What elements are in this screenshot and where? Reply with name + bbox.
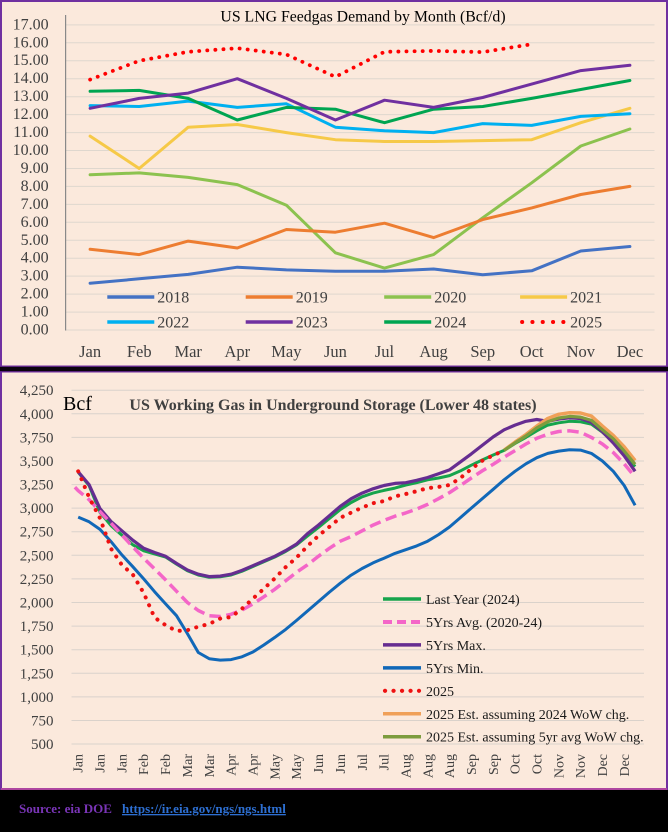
svg-text:Jan: Jan bbox=[72, 754, 87, 773]
svg-text:Apr: Apr bbox=[247, 754, 262, 776]
svg-text:6.00: 6.00 bbox=[21, 214, 49, 231]
svg-text:2018: 2018 bbox=[157, 290, 189, 307]
svg-text:Mar: Mar bbox=[203, 754, 218, 778]
svg-text:Aug: Aug bbox=[399, 754, 414, 778]
svg-text:16.00: 16.00 bbox=[13, 34, 49, 51]
svg-text:Mar: Mar bbox=[181, 754, 196, 778]
svg-text:2024: 2024 bbox=[434, 315, 466, 332]
svg-text:Source: eia DOE: Source: eia DOE bbox=[19, 801, 112, 816]
svg-text:5Yrs Max.: 5Yrs Max. bbox=[426, 639, 486, 654]
svg-text:11.00: 11.00 bbox=[13, 124, 48, 141]
svg-text:Dec: Dec bbox=[596, 754, 611, 777]
svg-text:Feb: Feb bbox=[137, 754, 152, 775]
svg-text:2025: 2025 bbox=[426, 685, 454, 700]
svg-text:2019: 2019 bbox=[296, 290, 328, 307]
svg-text:1,250: 1,250 bbox=[20, 666, 54, 682]
svg-text:2.00: 2.00 bbox=[21, 286, 49, 303]
svg-text:2022: 2022 bbox=[157, 315, 189, 332]
svg-text:3,000: 3,000 bbox=[20, 501, 54, 517]
svg-text:8.00: 8.00 bbox=[21, 178, 49, 195]
svg-text:3,250: 3,250 bbox=[20, 478, 54, 494]
svg-text:Sep: Sep bbox=[465, 754, 480, 775]
svg-text:Jan: Jan bbox=[94, 754, 109, 773]
svg-text:3.00: 3.00 bbox=[21, 268, 49, 285]
svg-text:2021: 2021 bbox=[570, 290, 602, 307]
svg-text:10.00: 10.00 bbox=[13, 142, 49, 159]
svg-text:500: 500 bbox=[31, 737, 54, 753]
svg-text:Jun: Jun bbox=[324, 342, 347, 361]
svg-text:Sep: Sep bbox=[487, 754, 502, 775]
svg-text:Nov: Nov bbox=[552, 754, 567, 778]
svg-text:May: May bbox=[268, 754, 283, 780]
svg-text:Jul: Jul bbox=[356, 754, 371, 770]
svg-text:2,500: 2,500 bbox=[20, 548, 54, 564]
svg-text:5.00: 5.00 bbox=[21, 232, 49, 249]
svg-text:Dec: Dec bbox=[617, 342, 644, 361]
svg-text:4,000: 4,000 bbox=[20, 407, 54, 423]
svg-text:Nov: Nov bbox=[567, 342, 596, 361]
svg-text:May: May bbox=[290, 754, 305, 780]
svg-text:Aug: Aug bbox=[443, 754, 458, 778]
svg-text:Aug: Aug bbox=[419, 342, 447, 361]
svg-text:9.00: 9.00 bbox=[21, 160, 49, 177]
svg-text:1.00: 1.00 bbox=[21, 304, 49, 321]
svg-text:2025: 2025 bbox=[570, 315, 602, 332]
svg-text:5Yrs Avg. (2020-24): 5Yrs Avg. (2020-24) bbox=[426, 616, 542, 631]
svg-text:Jan: Jan bbox=[115, 754, 130, 773]
svg-text:Nov: Nov bbox=[574, 754, 589, 778]
svg-text:4,250: 4,250 bbox=[20, 383, 54, 399]
svg-text:2,750: 2,750 bbox=[20, 525, 54, 541]
svg-text:2,250: 2,250 bbox=[20, 572, 54, 588]
svg-text:Oct: Oct bbox=[531, 754, 546, 774]
svg-text:15.00: 15.00 bbox=[13, 52, 49, 69]
svg-text:Apr: Apr bbox=[225, 754, 240, 776]
svg-text:May: May bbox=[271, 342, 302, 361]
svg-text:750: 750 bbox=[31, 714, 54, 730]
svg-text:US Working Gas in Underground: US Working Gas in Underground Storage (L… bbox=[129, 397, 536, 414]
svg-text:Jan: Jan bbox=[79, 342, 101, 361]
svg-text:7.00: 7.00 bbox=[21, 196, 49, 213]
svg-text:3,500: 3,500 bbox=[20, 454, 54, 470]
svg-text:Oct: Oct bbox=[520, 342, 544, 361]
svg-text:1,750: 1,750 bbox=[20, 619, 54, 635]
svg-text:Jun: Jun bbox=[334, 754, 349, 773]
svg-text:Sep: Sep bbox=[470, 342, 495, 361]
svg-text:Dec: Dec bbox=[618, 754, 633, 777]
svg-text:Oct: Oct bbox=[509, 754, 524, 774]
svg-text:Aug: Aug bbox=[421, 754, 436, 778]
svg-text:2020: 2020 bbox=[434, 290, 466, 307]
svg-text:2025 Est. assuming 5yr avg WoW: 2025 Est. assuming 5yr avg WoW chg. bbox=[426, 731, 644, 746]
svg-text:Jul: Jul bbox=[378, 754, 393, 770]
svg-text:12.00: 12.00 bbox=[13, 106, 49, 123]
svg-text:Apr: Apr bbox=[224, 342, 250, 361]
svg-text:2023: 2023 bbox=[296, 315, 328, 332]
svg-text:US LNG Feedgas Demand by Month: US LNG Feedgas Demand by Month (Bcf/d) bbox=[220, 9, 505, 26]
svg-text:Feb: Feb bbox=[127, 342, 152, 361]
svg-text:Mar: Mar bbox=[174, 342, 202, 361]
svg-text:Jul: Jul bbox=[375, 342, 395, 361]
svg-text:14.00: 14.00 bbox=[13, 70, 49, 87]
svg-text:0.00: 0.00 bbox=[21, 322, 49, 339]
svg-text:2,000: 2,000 bbox=[20, 596, 54, 612]
svg-text:2025 Est. assuming 2024 WoW ch: 2025 Est. assuming 2024 WoW chg. bbox=[426, 708, 629, 723]
svg-text:17.00: 17.00 bbox=[13, 16, 49, 33]
svg-text:Last Year (2024): Last Year (2024) bbox=[426, 593, 520, 608]
svg-text:4.00: 4.00 bbox=[21, 250, 49, 267]
svg-text:https://ir.eia.gov/ngs/ngs.htm: https://ir.eia.gov/ngs/ngs.html bbox=[122, 801, 286, 816]
svg-text:13.00: 13.00 bbox=[13, 88, 49, 105]
svg-text:5Yrs Min.: 5Yrs Min. bbox=[426, 662, 484, 677]
svg-text:Bcf: Bcf bbox=[63, 393, 92, 415]
svg-text:1,500: 1,500 bbox=[20, 643, 54, 659]
svg-text:1,000: 1,000 bbox=[20, 690, 54, 706]
svg-text:Jun: Jun bbox=[312, 754, 327, 773]
svg-text:Feb: Feb bbox=[159, 754, 174, 775]
svg-text:3,750: 3,750 bbox=[20, 430, 54, 446]
